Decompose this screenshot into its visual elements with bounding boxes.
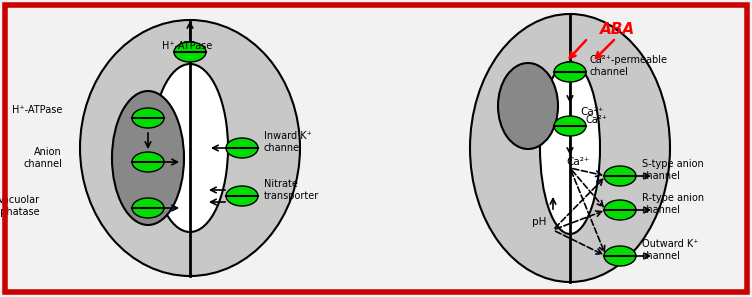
Text: pH: pH [532,217,546,227]
Ellipse shape [470,14,670,282]
Text: R-type anion
channel: R-type anion channel [642,193,704,215]
Ellipse shape [604,166,636,186]
Text: H⁺-ATPase: H⁺-ATPase [11,105,62,115]
Ellipse shape [226,138,258,158]
Text: Outward K⁺
channel: Outward K⁺ channel [642,239,699,261]
Text: Inward K⁺
channel: Inward K⁺ channel [264,131,312,153]
Ellipse shape [152,64,228,232]
Ellipse shape [226,186,258,206]
Text: S-type anion
channel: S-type anion channel [642,159,704,181]
Ellipse shape [132,198,164,218]
Text: Ca²⁺: Ca²⁺ [586,115,608,125]
Text: Ca²⁺-permeable
channel: Ca²⁺-permeable channel [590,55,668,77]
Ellipse shape [554,116,586,136]
Text: ABA: ABA [600,22,635,37]
Text: Vacuolar
pyrophosphatase: Vacuolar pyrophosphatase [0,195,40,217]
Ellipse shape [540,62,600,234]
Ellipse shape [554,62,586,82]
Ellipse shape [112,91,184,225]
Ellipse shape [132,108,164,128]
Text: Anion
channel: Anion channel [23,147,62,169]
Text: Nitrate
transporter: Nitrate transporter [264,179,320,201]
Ellipse shape [604,200,636,220]
Ellipse shape [174,42,206,62]
Text: Ca²⁺: Ca²⁺ [580,107,603,117]
Text: H⁺-ATPase: H⁺-ATPase [162,41,212,51]
Ellipse shape [80,20,300,276]
Ellipse shape [132,152,164,172]
Ellipse shape [604,246,636,266]
Ellipse shape [498,63,558,149]
Text: Ca²⁺: Ca²⁺ [566,157,590,167]
